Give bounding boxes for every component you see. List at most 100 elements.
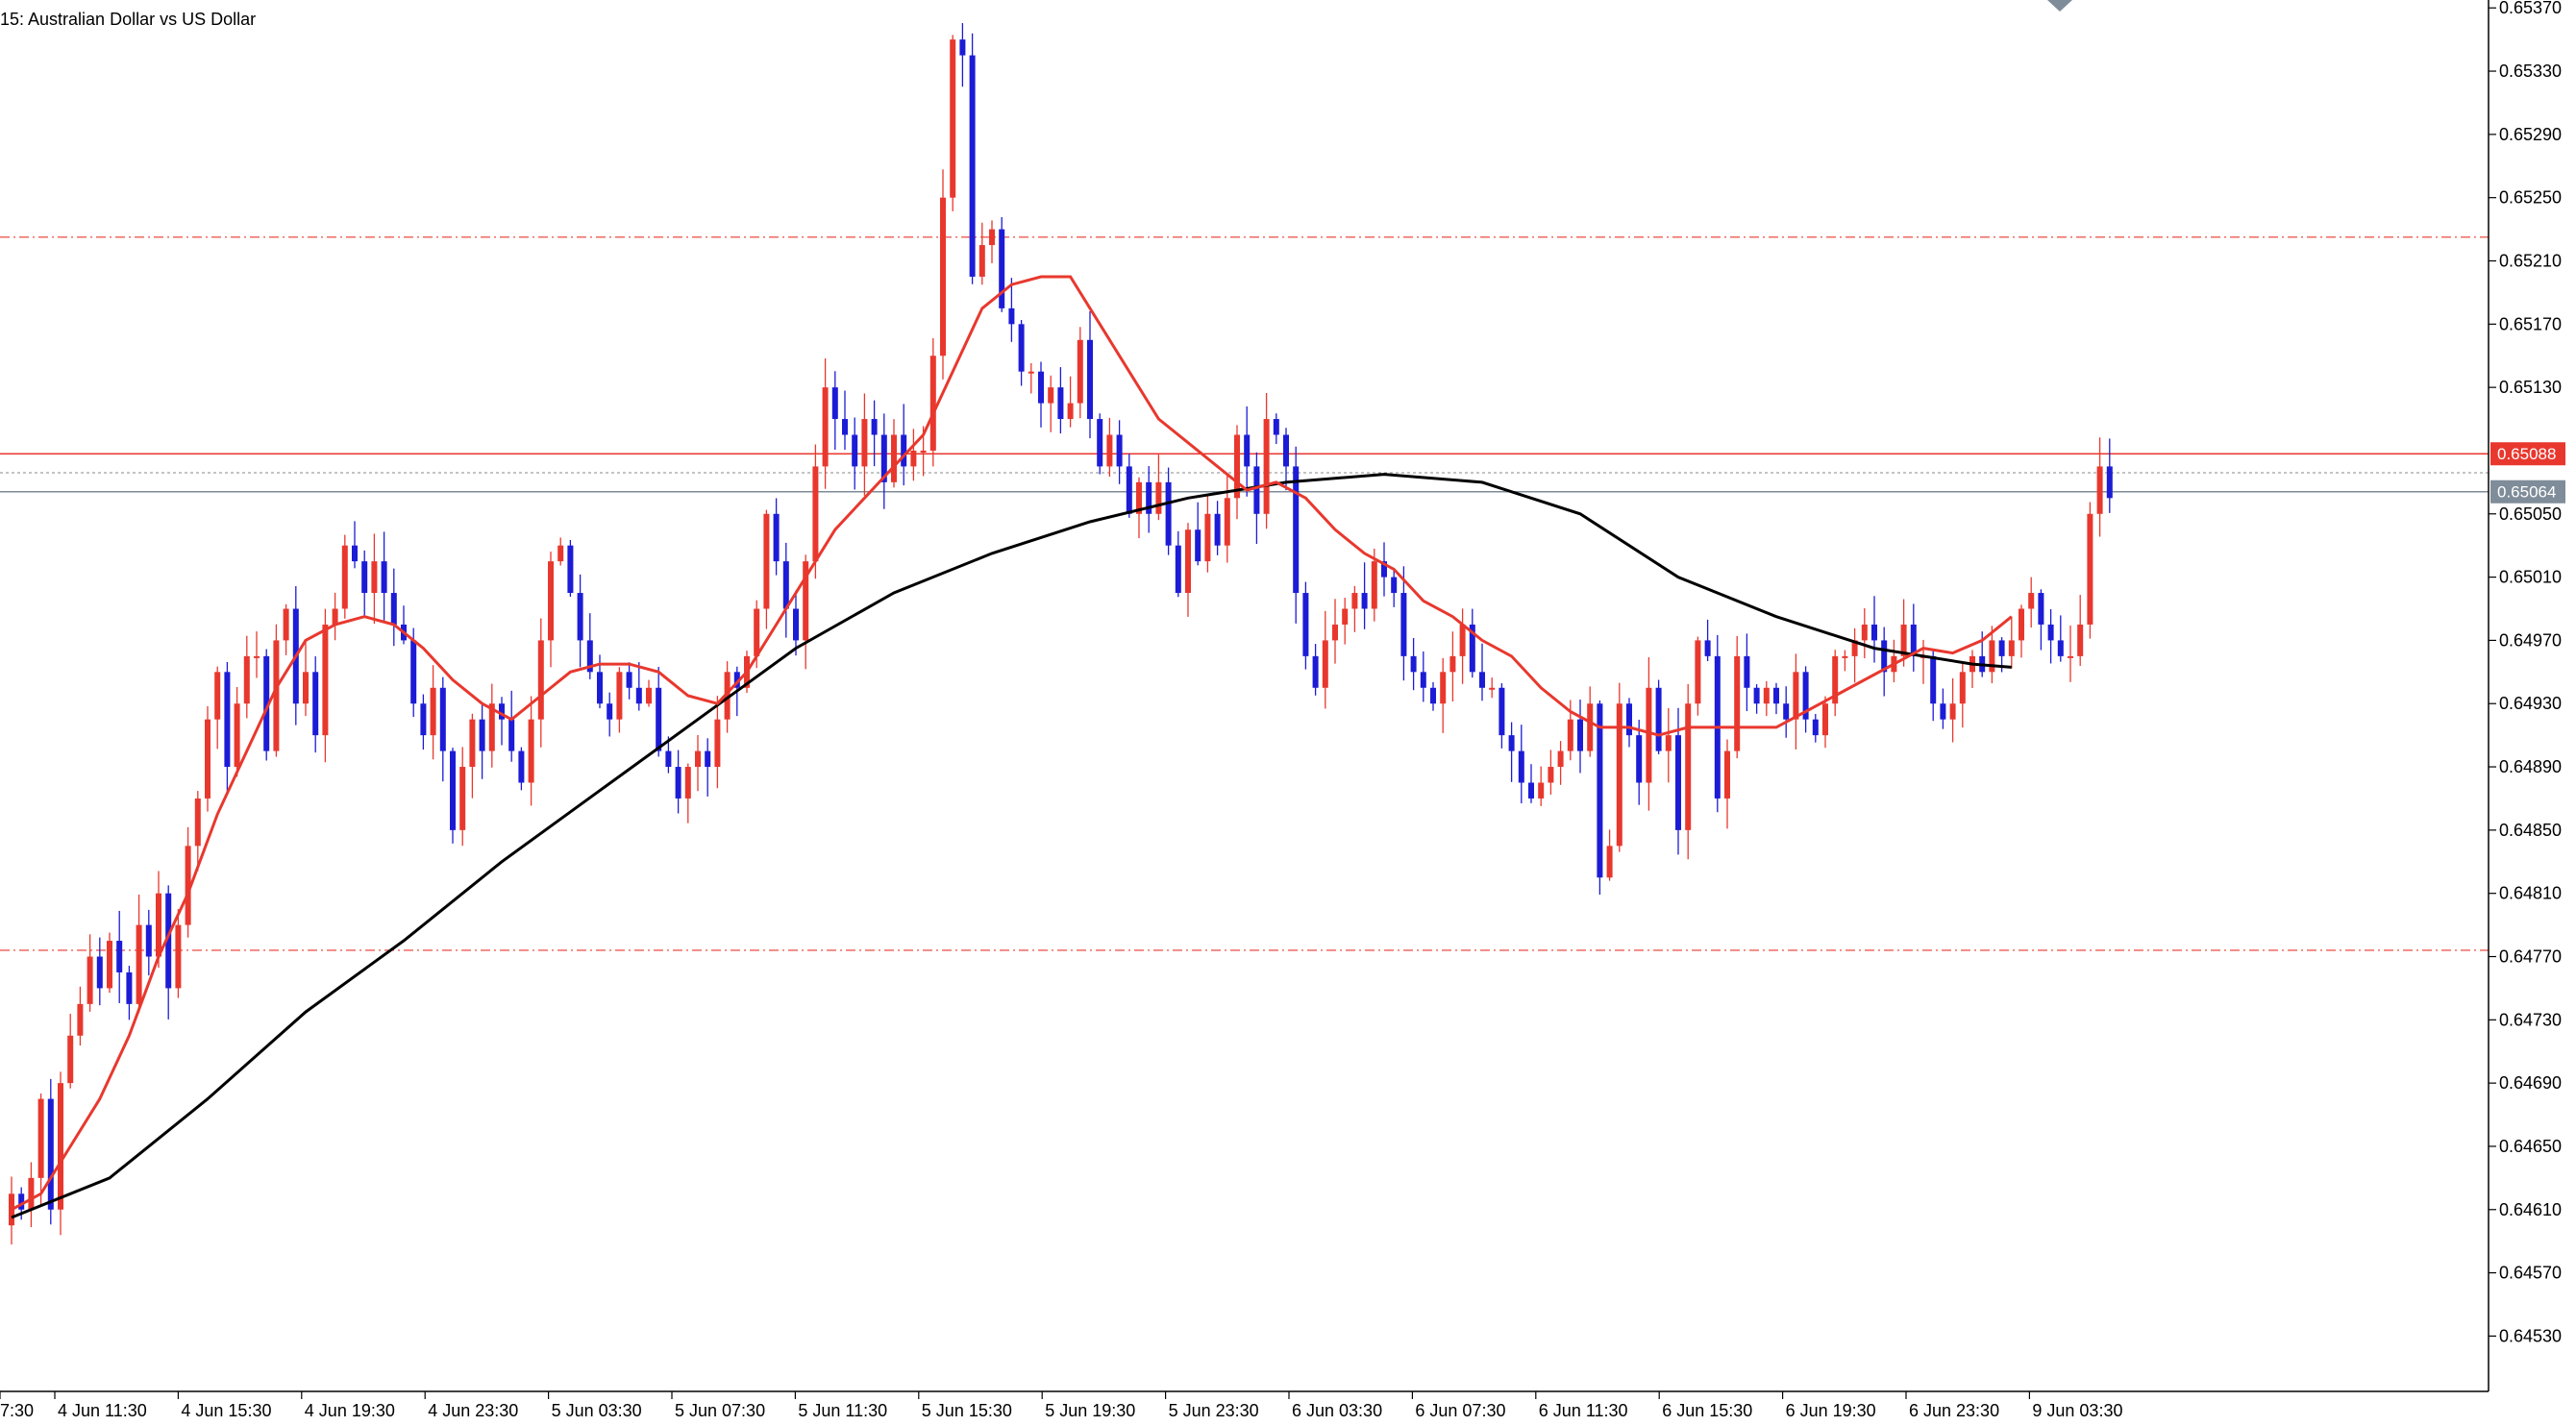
candle-body xyxy=(1959,672,1966,704)
candle-body xyxy=(714,719,721,768)
candle-body xyxy=(1538,782,1545,799)
candle-body xyxy=(548,561,554,641)
candle-body xyxy=(1234,434,1240,499)
candle-body xyxy=(332,608,338,625)
candle-body xyxy=(1557,750,1564,768)
ask-price-badge xyxy=(2490,442,2565,466)
candle-body xyxy=(528,719,534,783)
candle-body xyxy=(1175,545,1181,594)
candle-body xyxy=(96,956,103,989)
candle-body xyxy=(273,640,280,751)
x-tick-label: 4 Jun 15:30 xyxy=(181,1401,271,1420)
candle-body xyxy=(2028,593,2035,609)
candle-body xyxy=(136,924,142,1004)
candle-body xyxy=(283,608,289,641)
candle-body xyxy=(733,672,740,688)
candle-body xyxy=(254,655,260,658)
candle-body xyxy=(2019,608,2024,641)
candle-body xyxy=(1087,339,1093,420)
candle-body xyxy=(1812,719,1819,736)
x-tick-label: 5 Jun 11:30 xyxy=(798,1401,887,1420)
candle-body xyxy=(1391,577,1398,594)
candle-body xyxy=(959,39,966,56)
candle-body xyxy=(842,419,848,435)
candle-body xyxy=(205,719,211,799)
candle-body xyxy=(1469,624,1475,673)
candle-body xyxy=(1646,687,1652,783)
candle-body xyxy=(754,608,760,656)
candle-body xyxy=(2087,513,2093,625)
y-tick-label: 0.64570 xyxy=(2499,1264,2562,1283)
candle-body xyxy=(1420,672,1426,688)
candle-body xyxy=(920,450,927,453)
y-tick-label: 0.64930 xyxy=(2499,694,2562,713)
candle-body xyxy=(656,687,662,751)
candle-body xyxy=(1126,466,1132,514)
time-axis: 7:30 4 Jun 11:30 4 Jun 15:30 4 Jun 19:30 4 J… xyxy=(0,1391,2122,1420)
candle-body xyxy=(1185,529,1191,594)
candle-body xyxy=(1097,419,1103,467)
candle-body xyxy=(635,687,642,704)
candle-body xyxy=(1322,640,1328,688)
candle-body xyxy=(1548,767,1554,783)
candle-body xyxy=(1479,672,1485,688)
candle-body xyxy=(901,434,907,467)
candle-body xyxy=(1655,687,1662,751)
candle-body xyxy=(852,434,858,467)
candle-body xyxy=(1802,672,1809,720)
bid-price-badge xyxy=(2490,479,2565,504)
candle-body xyxy=(1636,735,1643,783)
y-tick-label: 0.65010 xyxy=(2499,568,2562,587)
candle-body xyxy=(2106,466,2113,499)
y-tick-label: 0.64810 xyxy=(2499,884,2562,903)
candle-body xyxy=(322,624,329,736)
y-tick-label: 0.64890 xyxy=(2499,757,2562,776)
candle-body xyxy=(1116,434,1123,467)
candle-body xyxy=(1283,434,1289,467)
candle-body xyxy=(2047,624,2054,641)
candle-body xyxy=(1077,339,1083,404)
candle-body xyxy=(243,655,250,704)
candle-body xyxy=(695,750,701,768)
candle-body xyxy=(1165,481,1172,546)
candle-body xyxy=(989,229,995,246)
candle-body xyxy=(175,924,182,989)
candle-body xyxy=(1155,481,1162,514)
y-tick-label: 0.64690 xyxy=(2499,1073,2562,1093)
candle-body xyxy=(352,545,358,562)
candle-body xyxy=(1616,703,1622,847)
candle-body xyxy=(214,672,221,720)
candle-body xyxy=(479,719,485,751)
x-tick-label: 6 Jun 07:30 xyxy=(1415,1401,1505,1420)
y-tick-label: 0.65170 xyxy=(2499,314,2562,333)
scroll-marker-icon[interactable] xyxy=(2047,0,2072,12)
candle-body xyxy=(1734,655,1741,751)
candle-body xyxy=(1293,466,1300,594)
candle-body xyxy=(557,545,564,562)
candle-body xyxy=(910,450,917,467)
candle-body xyxy=(1381,561,1387,578)
candlesticks xyxy=(9,23,2113,1245)
x-tick-label: 5 Jun 23:30 xyxy=(1169,1401,1259,1420)
candle-body xyxy=(1773,687,1779,704)
candle-body xyxy=(1361,593,1368,609)
candle-body xyxy=(1038,371,1044,404)
candle-body xyxy=(420,703,427,736)
candle-body xyxy=(684,767,691,799)
candle-body xyxy=(1312,655,1319,688)
candle-body xyxy=(1518,750,1524,783)
candle-body xyxy=(1793,672,1799,720)
candle-body xyxy=(1449,655,1456,673)
x-tick-label: 4 Jun 11:30 xyxy=(58,1401,147,1420)
candle-body xyxy=(1900,624,1907,656)
candle-body xyxy=(793,608,799,641)
candle-body xyxy=(2077,624,2084,656)
candle-body xyxy=(1744,655,1750,688)
candle-body xyxy=(1724,750,1730,799)
candle-body xyxy=(773,513,780,562)
x-tick-label: 6 Jun 03:30 xyxy=(1292,1401,1382,1420)
candle-body xyxy=(37,1098,44,1178)
candle-body xyxy=(891,434,897,482)
candle-body xyxy=(705,750,711,768)
